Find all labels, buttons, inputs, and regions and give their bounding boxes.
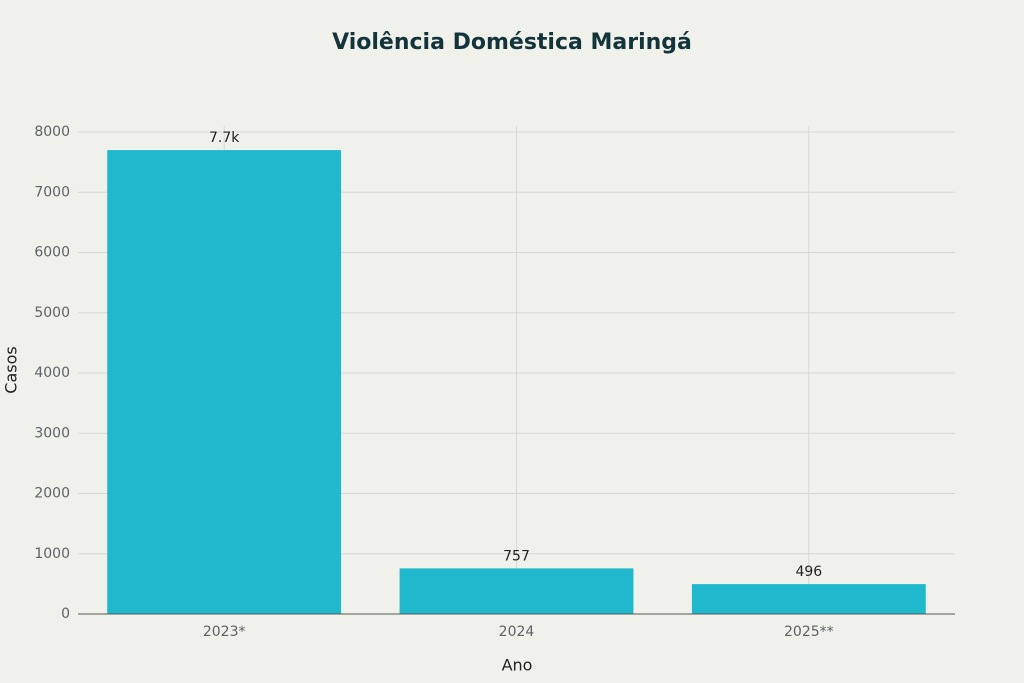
- bar: [107, 150, 342, 615]
- data-label: 496: [795, 564, 822, 580]
- data-label: 7.7k: [209, 130, 240, 146]
- chart-title: Violência Doméstica Maringá: [332, 30, 692, 55]
- y-tick-label: 3000: [34, 425, 70, 441]
- y-tick-label: 7000: [34, 184, 70, 200]
- x-axis-title: Ano: [502, 656, 533, 675]
- y-tick-label: 0: [61, 606, 70, 622]
- x-tick-label: 2025**: [784, 624, 834, 640]
- y-tick-label: 2000: [34, 486, 70, 502]
- y-tick-label: 1000: [34, 546, 70, 562]
- bar: [399, 568, 634, 614]
- data-label: 757: [503, 548, 530, 564]
- x-tick-label: 2023*: [203, 624, 246, 640]
- y-tick-label: 6000: [34, 245, 70, 261]
- y-tick-label: 8000: [34, 124, 70, 140]
- x-tick-label: 2024: [499, 624, 535, 640]
- y-tick-label: 4000: [34, 365, 70, 381]
- y-axis-title: Casos: [2, 346, 21, 393]
- bar: [691, 584, 926, 614]
- y-tick-label: 5000: [34, 305, 70, 321]
